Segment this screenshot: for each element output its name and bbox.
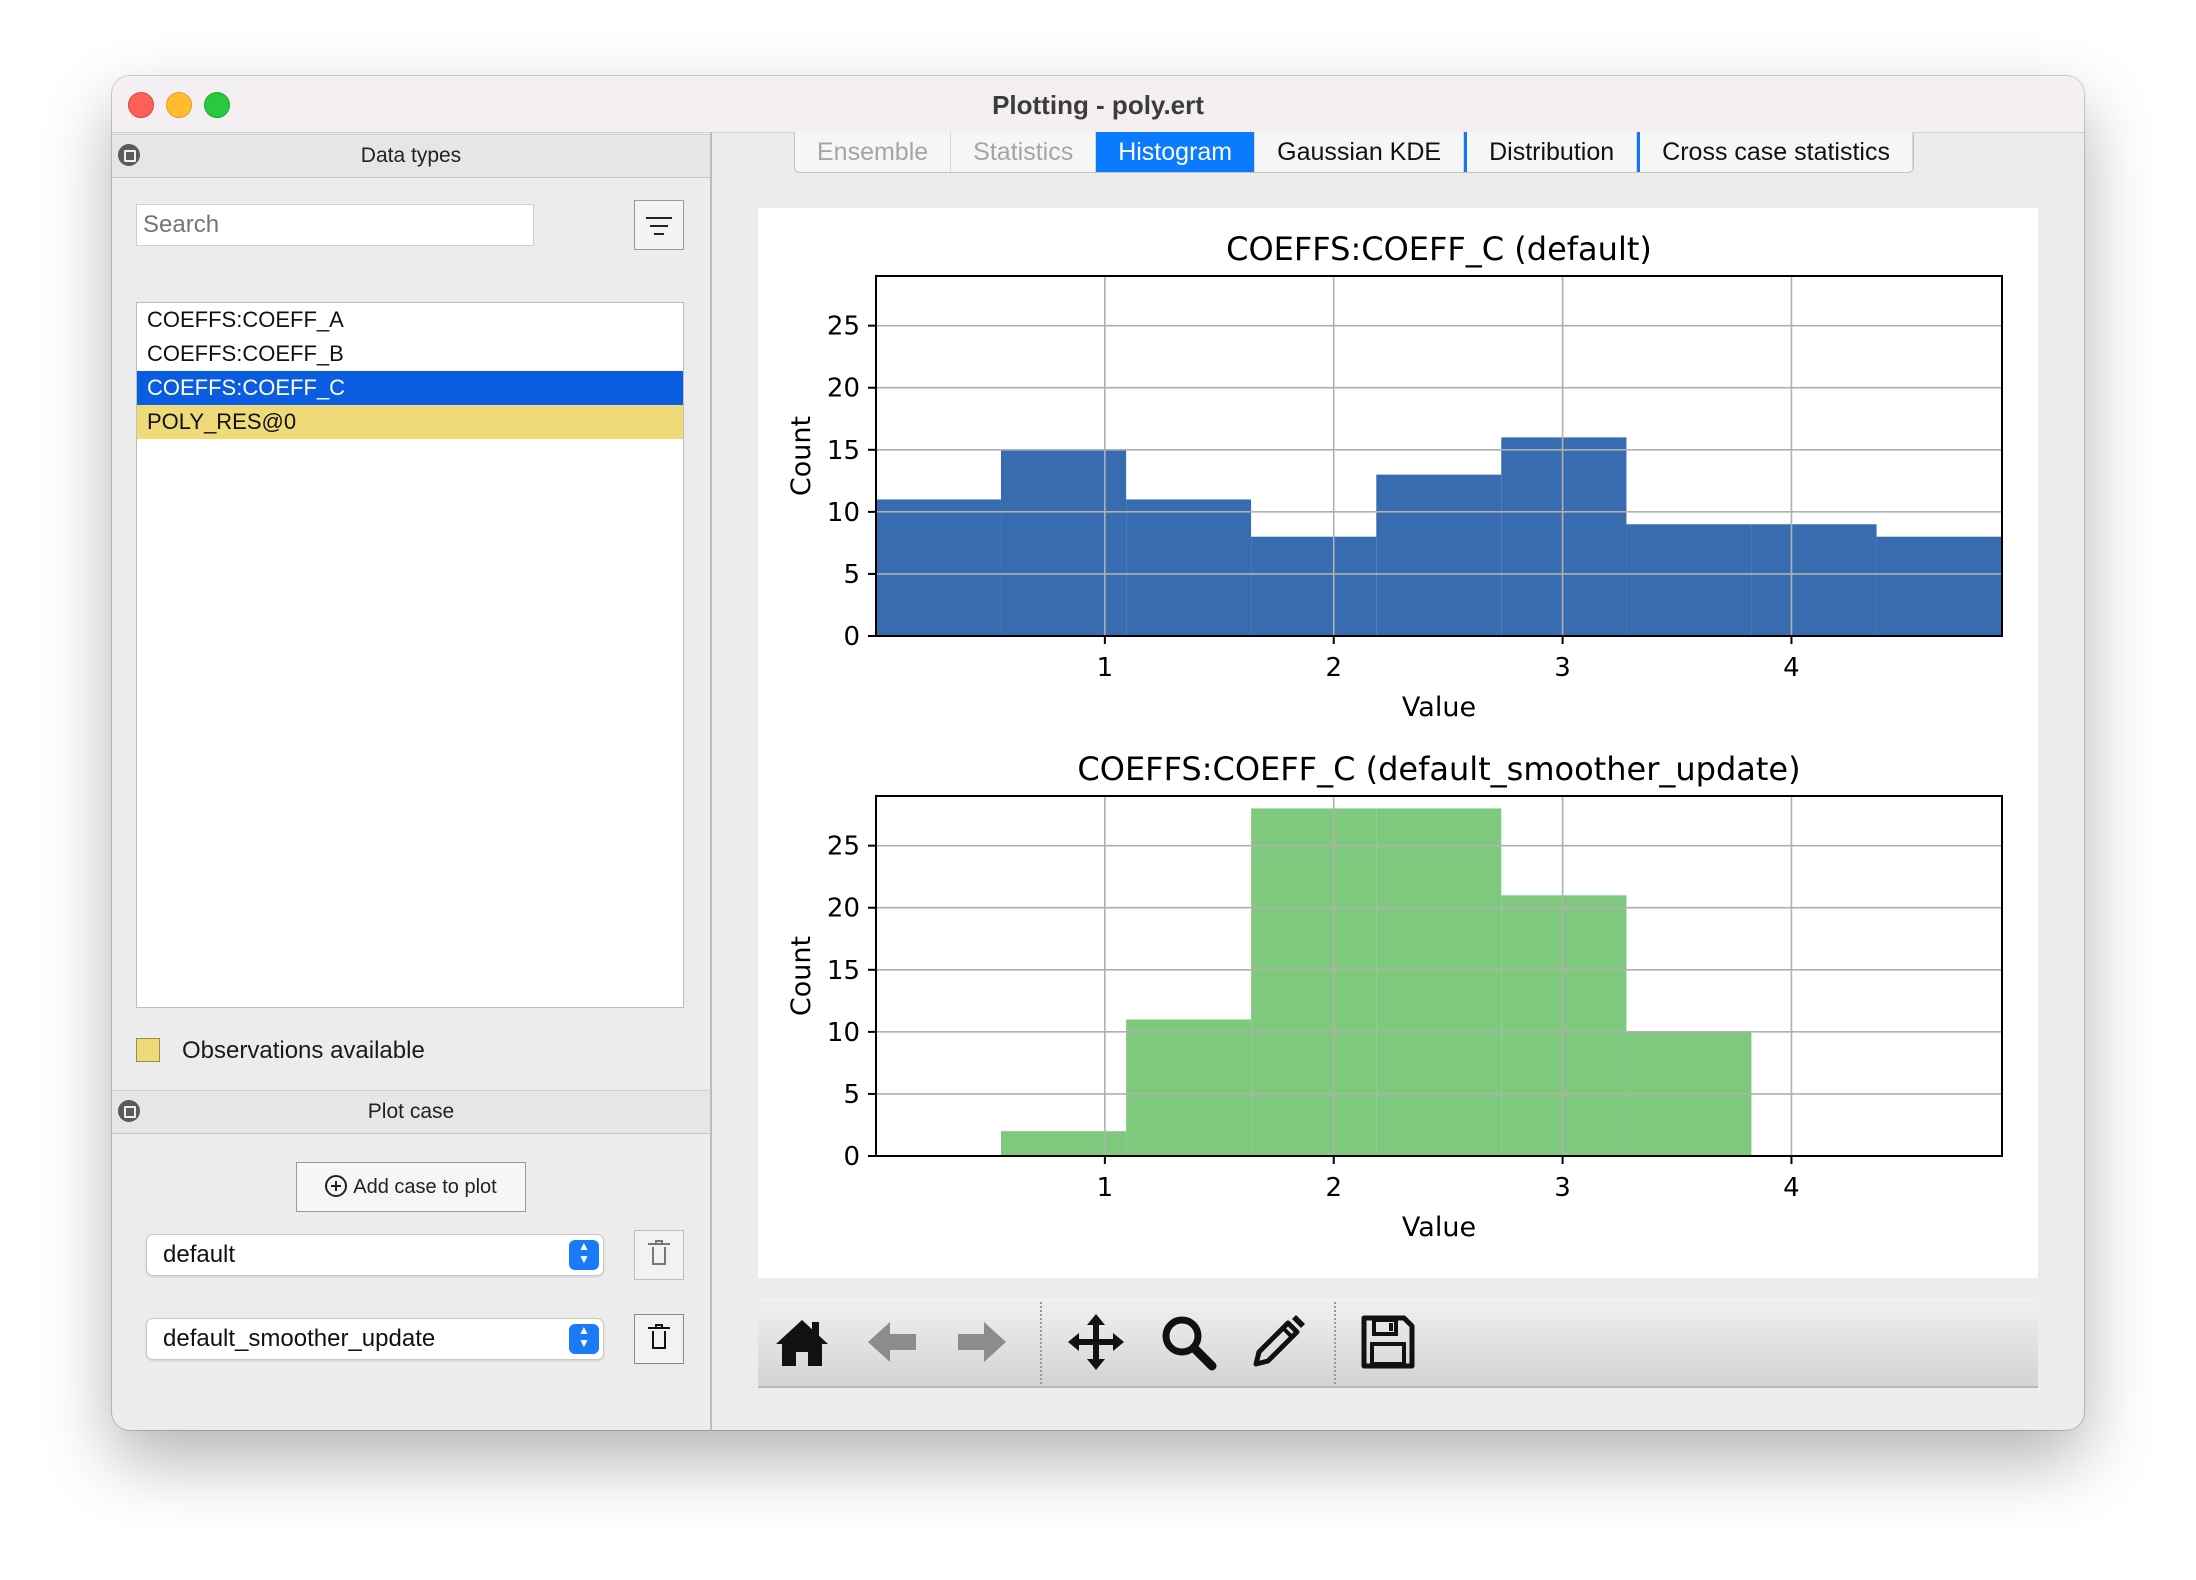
add-circle-icon [325,1174,348,1197]
observation-swatch [136,1037,160,1062]
list-item[interactable]: COEFFS:COEFF_C [137,371,683,405]
close-window-button[interactable] [128,92,154,118]
filter-icon [646,217,672,219]
tab-distribution[interactable]: Distribution [1464,132,1638,172]
tab-histogram[interactable]: Histogram [1096,132,1256,172]
add-case-button[interactable]: Add case to plot [296,1162,526,1212]
x-axis-label: Value [1402,692,1476,723]
x-tick-label: 2 [1325,653,1342,683]
x-tick-label: 1 [1097,1173,1114,1203]
remove-case-button[interactable] [634,1230,684,1280]
y-tick-label: 15 [827,956,860,986]
plotting-window: Plotting - poly.ert Data types COEFFS:CO… [112,76,2084,1430]
y-tick-label: 15 [827,436,860,466]
x-tick-label: 4 [1783,1173,1800,1203]
observations-legend: Observations available [136,1034,425,1068]
histogram-bar [876,499,1001,636]
y-tick-label: 25 [827,312,860,342]
data-types-dock-title: Data types [112,134,710,178]
y-tick-label: 0 [843,622,860,652]
histogram-bar [1501,895,1627,1156]
histogram-bar [1000,1131,1127,1156]
x-tick-label: 4 [1783,653,1800,683]
plot-case-dock-title: Plot case [112,1090,710,1134]
pan-icon[interactable] [1066,1312,1126,1372]
observations-legend-label: Observations available [182,1037,425,1064]
tab-cross-case-statistics[interactable]: Cross case statistics [1637,132,1913,172]
tab-statistics[interactable]: Statistics [951,132,1097,172]
home-icon[interactable] [772,1312,832,1372]
chart-title: COEFFS:COEFF_C (default) [1226,230,1652,268]
chevron-up-down-icon: ▲ ▼ [569,1240,599,1270]
data-types-title: Data types [360,144,462,167]
window-title: Plotting - poly.ert [992,90,1204,120]
plot-canvas[interactable]: 1 2 3 4 0 5 10 15 20 25 COEFFS:COEFF_C (default) Va… [758,208,2038,1278]
y-tick-label: 10 [827,1018,860,1048]
axes-frame [875,275,2003,637]
x-tick-label: 3 [1554,653,1571,683]
y-tick-label: 20 [827,374,860,404]
tab-gaussian-kde[interactable]: Gaussian KDE [1255,132,1465,172]
chevron-up-down-icon: ▲ ▼ [569,1324,599,1354]
maximize-window-button[interactable] [204,92,230,118]
y-axis-label: Count [786,416,817,496]
histogram-bar [1751,524,1877,636]
back-arrow-icon[interactable] [862,1312,922,1372]
list-item[interactable]: COEFFS:COEFF_A [147,307,344,332]
trash-icon [655,1240,663,1243]
histogram-bar [1876,536,2002,636]
search-input[interactable] [136,204,534,246]
undock-icon[interactable] [118,144,140,166]
x-axis-label: Value [1402,1212,1476,1243]
histogram-bar [1126,1019,1252,1156]
minimize-window-button[interactable] [166,92,192,118]
edit-icon[interactable] [1248,1312,1308,1372]
case-select-smoother-update[interactable]: default_smoother_update ▲ ▼ [146,1318,604,1360]
y-tick-label: 5 [843,1080,860,1110]
filter-button[interactable] [634,200,684,250]
histogram-bar [1626,524,1752,636]
x-tick-label: 3 [1554,1173,1571,1203]
toolbar-separator [1040,1302,1042,1384]
plot-case-title: Plot case [367,1100,455,1123]
axes-frame [875,795,2003,1157]
tab-ensemble[interactable]: Ensemble [795,132,952,172]
y-tick-label: 0 [843,1142,860,1172]
add-case-label: Add case to plot [353,1176,497,1198]
save-icon[interactable] [1358,1312,1418,1372]
y-tick-label: 25 [827,832,860,862]
data-types-list[interactable]: COEFFS:COEFF_A COEFFS:COEFF_B COEFFS:COE… [136,302,684,1008]
case-select-value: default [163,1241,236,1268]
plot-toolbar [758,1298,2038,1388]
x-tick-label: 1 [1097,653,1114,683]
forward-arrow-icon[interactable] [952,1312,1012,1372]
y-axis-label: Count [786,936,817,1016]
histogram-bar [1251,808,1377,1156]
undock-icon[interactable] [118,1100,140,1122]
histogram-bar [1126,499,1252,636]
list-item[interactable]: COEFFS:COEFF_B [147,341,344,366]
zoom-icon[interactable] [1158,1312,1218,1372]
y-tick-label: 5 [843,560,860,590]
histogram-bar [1376,808,1502,1156]
y-tick-label: 20 [827,894,860,924]
toolbar-separator [1334,1302,1336,1384]
histogram-bar [1251,536,1377,636]
histogram-bar [1501,437,1627,636]
remove-case-button[interactable] [634,1314,684,1364]
trash-icon [655,1324,663,1327]
plot-type-tabs: Ensemble Statistics Histogram Gaussian K… [794,132,1914,173]
case-select-default[interactable]: default ▲ ▼ [146,1234,604,1276]
list-item[interactable]: POLY_RES@0 [137,405,683,439]
title-bar[interactable]: Plotting - poly.ert [112,76,2084,133]
x-tick-label: 2 [1325,1173,1342,1203]
histogram-bar [1376,474,1502,636]
histogram-bar [1000,449,1127,636]
y-tick-label: 10 [827,498,860,528]
chart-title: COEFFS:COEFF_C (default_smoother_update) [1077,750,1800,788]
panel-splitter[interactable] [710,132,712,1430]
case-select-value: default_smoother_update [163,1325,436,1352]
